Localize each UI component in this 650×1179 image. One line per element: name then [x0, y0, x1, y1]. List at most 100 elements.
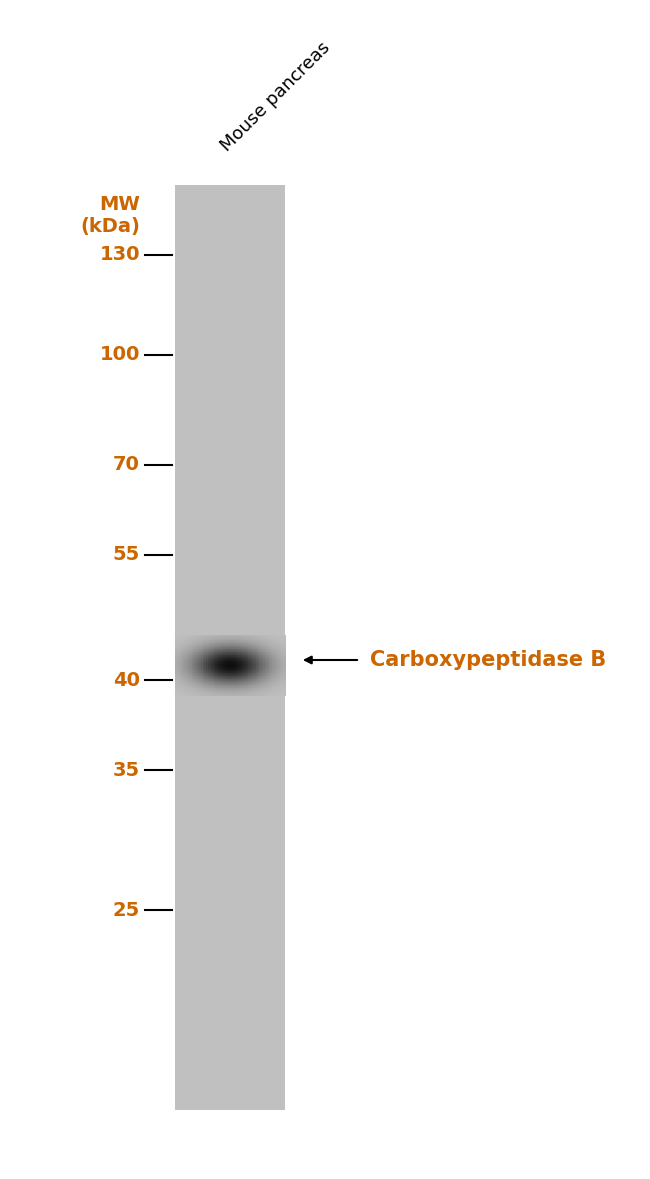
- Bar: [195, 659, 198, 660]
- Bar: [280, 644, 282, 645]
- Bar: [208, 653, 211, 656]
- Bar: [255, 685, 258, 686]
- Bar: [179, 643, 181, 644]
- Bar: [263, 653, 265, 656]
- Bar: [230, 689, 232, 690]
- Bar: [248, 679, 251, 680]
- Bar: [193, 638, 196, 639]
- Bar: [270, 689, 272, 690]
- Bar: [188, 645, 190, 647]
- Bar: [208, 681, 211, 683]
- Bar: [241, 644, 243, 645]
- Bar: [266, 677, 269, 678]
- Bar: [215, 666, 218, 667]
- Bar: [237, 692, 240, 693]
- Bar: [233, 661, 236, 663]
- Bar: [184, 693, 187, 694]
- Bar: [192, 666, 194, 667]
- Bar: [175, 661, 177, 664]
- Bar: [210, 638, 212, 639]
- Bar: [272, 668, 274, 670]
- Bar: [215, 658, 218, 659]
- Bar: [276, 656, 278, 657]
- Bar: [237, 650, 240, 651]
- Bar: [266, 687, 269, 689]
- Bar: [204, 665, 207, 666]
- Bar: [192, 658, 194, 659]
- Bar: [265, 676, 267, 677]
- Bar: [263, 641, 265, 643]
- Bar: [237, 653, 240, 654]
- Bar: [254, 659, 256, 660]
- Bar: [219, 659, 222, 660]
- Bar: [266, 635, 269, 637]
- Bar: [210, 677, 212, 678]
- Bar: [192, 681, 194, 683]
- Bar: [228, 664, 231, 665]
- Bar: [239, 661, 242, 663]
- Bar: [243, 680, 245, 681]
- Bar: [280, 681, 282, 683]
- Bar: [261, 680, 263, 681]
- Bar: [272, 694, 274, 696]
- Bar: [204, 638, 207, 639]
- Bar: [248, 677, 251, 678]
- Bar: [188, 644, 190, 645]
- Bar: [206, 652, 209, 653]
- Bar: [215, 664, 218, 665]
- Bar: [239, 680, 242, 681]
- Bar: [230, 674, 232, 676]
- Bar: [190, 645, 192, 647]
- Bar: [263, 683, 265, 684]
- Bar: [266, 670, 269, 671]
- Bar: [280, 658, 282, 659]
- Bar: [175, 647, 177, 648]
- Bar: [250, 685, 252, 686]
- Bar: [266, 640, 269, 641]
- Bar: [179, 670, 181, 671]
- Bar: [255, 658, 258, 659]
- Bar: [217, 672, 220, 673]
- Bar: [243, 683, 245, 684]
- Bar: [212, 650, 214, 651]
- Bar: [197, 661, 200, 664]
- Bar: [230, 686, 232, 689]
- Bar: [190, 666, 192, 667]
- Bar: [188, 661, 190, 663]
- Bar: [259, 680, 262, 681]
- Bar: [233, 645, 236, 646]
- Bar: [183, 663, 185, 664]
- Bar: [190, 685, 192, 686]
- Bar: [199, 660, 201, 661]
- Bar: [219, 693, 222, 694]
- Bar: [204, 692, 207, 693]
- Bar: [210, 673, 212, 674]
- Bar: [237, 658, 240, 659]
- Bar: [224, 689, 227, 690]
- Bar: [186, 660, 188, 661]
- Bar: [203, 689, 205, 690]
- Bar: [197, 686, 200, 689]
- Bar: [244, 640, 247, 641]
- Bar: [210, 683, 212, 684]
- Bar: [252, 654, 254, 656]
- Bar: [283, 660, 285, 661]
- Bar: [255, 666, 258, 667]
- Bar: [283, 676, 285, 677]
- Bar: [243, 660, 245, 661]
- Bar: [259, 638, 262, 639]
- Bar: [268, 656, 271, 657]
- Bar: [246, 645, 249, 647]
- Bar: [226, 680, 229, 681]
- Bar: [246, 683, 249, 684]
- Bar: [203, 694, 205, 696]
- Bar: [261, 694, 263, 696]
- Bar: [254, 635, 256, 637]
- Bar: [195, 676, 198, 677]
- Bar: [204, 674, 207, 676]
- Bar: [280, 646, 282, 647]
- Bar: [221, 645, 223, 647]
- Bar: [255, 672, 258, 673]
- Bar: [195, 658, 198, 659]
- Bar: [250, 667, 252, 668]
